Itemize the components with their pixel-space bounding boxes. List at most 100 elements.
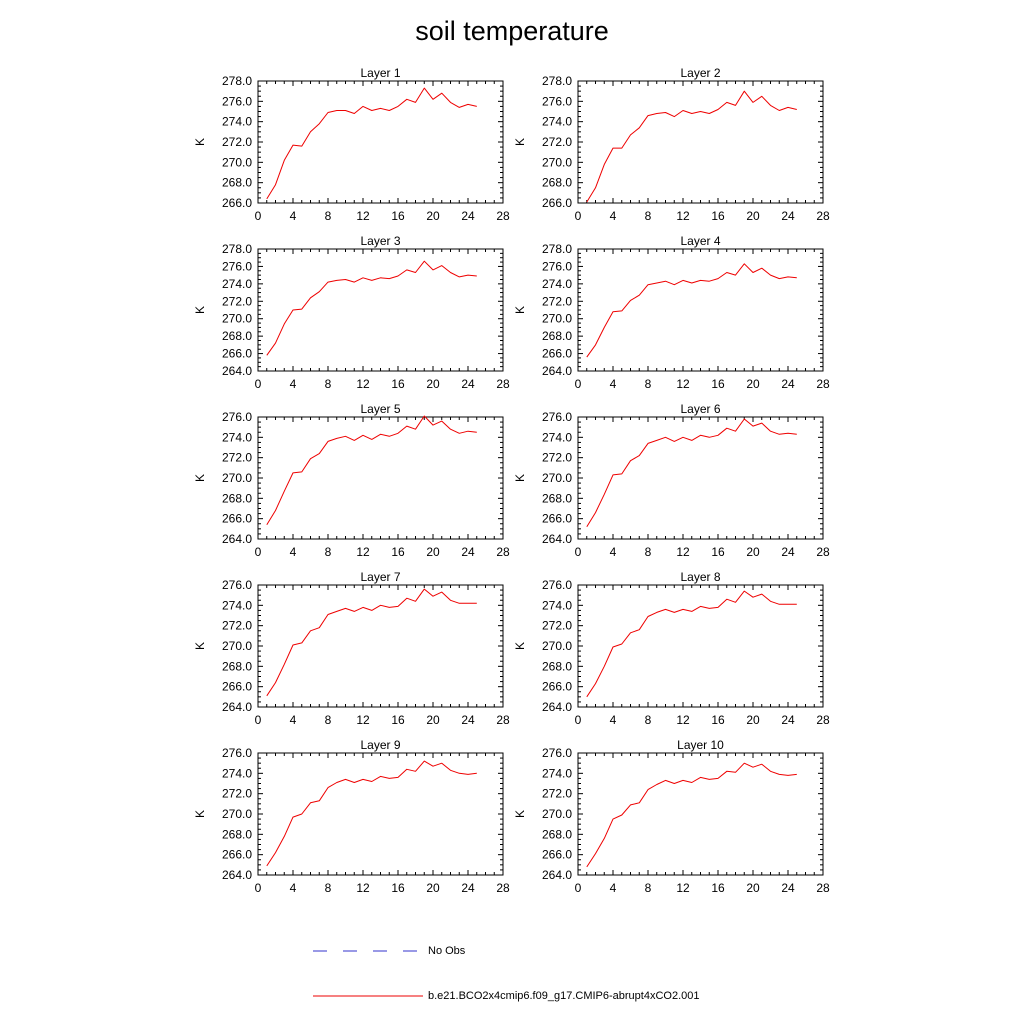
x-tick-label: 24 [461, 209, 475, 223]
y-tick-label: 264.0 [542, 532, 572, 546]
x-tick-label: 8 [645, 881, 652, 895]
y-tick-label: 272.0 [542, 294, 572, 308]
x-tick-label: 20 [426, 377, 440, 391]
x-tick-label: 12 [676, 881, 690, 895]
panel-layer-9: Layer 9 K 0 4 8 12 16 20 24 28 264.0 266.0 268.0 270.… [193, 738, 510, 895]
x-tick-label: 4 [610, 377, 617, 391]
y-tick-label: 274.0 [542, 115, 572, 129]
y-tick-label: 268.0 [222, 491, 252, 505]
series-line-model [266, 260, 477, 356]
y-tick-label: 270.0 [222, 471, 252, 485]
panel-layer-6: Layer 6 K 0 4 8 12 16 20 24 28 264.0 266.0 268.0 270.… [513, 402, 830, 559]
x-tick-label: 28 [496, 545, 510, 559]
x-tick-label: 0 [575, 713, 582, 727]
y-tick-label: 270.0 [542, 639, 572, 653]
y-tick-label: 276.0 [222, 259, 252, 273]
y-tick-label: 276.0 [542, 259, 572, 273]
legend-model-label: b.e21.BCO2x4cmip6.f09_g17.CMIP6-abrupt4x… [428, 990, 700, 1002]
y-axis-label: K [193, 474, 207, 482]
y-tick-label: 266.0 [542, 512, 572, 526]
panel-title: Layer 2 [680, 66, 720, 80]
panel-layer-1: Layer 1 K 0 4 8 12 16 20 24 28 266.0 268.0 270.0 272.… [193, 66, 510, 223]
x-tick-label: 0 [255, 545, 262, 559]
x-tick-label: 16 [711, 377, 725, 391]
x-tick-label: 0 [575, 545, 582, 559]
x-tick-label: 4 [290, 881, 297, 895]
series-line-model [586, 263, 797, 358]
x-tick-label: 4 [290, 377, 297, 391]
x-tick-label: 8 [645, 545, 652, 559]
y-tick-label: 276.0 [222, 94, 252, 108]
legend: No Obs b.e21.BCO2x4cmip6.f09_g17.CMIP6-a… [313, 945, 700, 1002]
x-tick-label: 4 [290, 713, 297, 727]
y-tick-label: 276.0 [542, 578, 572, 592]
x-tick-label: 12 [676, 377, 690, 391]
series-line-model [266, 588, 477, 697]
x-tick-label: 24 [461, 713, 475, 727]
y-tick-label: 264.0 [222, 700, 252, 714]
y-tick-label: 272.0 [222, 787, 252, 801]
y-tick-label: 272.0 [222, 451, 252, 465]
series-line-model [586, 762, 797, 868]
x-tick-label: 20 [746, 545, 760, 559]
y-axis-label: K [513, 810, 527, 818]
x-tick-label: 8 [325, 881, 332, 895]
plot-frame [257, 80, 504, 204]
series-line-model [266, 87, 477, 200]
y-tick-label: 270.0 [222, 807, 252, 821]
x-tick-label: 12 [356, 881, 370, 895]
y-tick-label: 276.0 [542, 94, 572, 108]
panel-title: Layer 3 [360, 234, 400, 248]
y-tick-label: 268.0 [542, 329, 572, 343]
x-tick-label: 12 [356, 713, 370, 727]
y-tick-label: 268.0 [542, 176, 572, 190]
y-tick-label: 272.0 [542, 787, 572, 801]
panel-layer-7: Layer 7 K 0 4 8 12 16 20 24 28 264.0 266.0 268.0 270.… [193, 570, 510, 727]
panel-title: Layer 10 [677, 738, 724, 752]
y-tick-label: 272.0 [222, 294, 252, 308]
y-tick-label: 264.0 [542, 868, 572, 882]
x-tick-label: 24 [461, 545, 475, 559]
panel-title: Layer 4 [680, 234, 720, 248]
x-tick-label: 0 [255, 713, 262, 727]
x-tick-label: 16 [711, 713, 725, 727]
plot-frame [257, 752, 504, 876]
y-tick-label: 268.0 [222, 659, 252, 673]
x-tick-label: 24 [781, 713, 795, 727]
y-tick-label: 274.0 [222, 766, 252, 780]
y-tick-label: 274.0 [542, 430, 572, 444]
x-tick-label: 0 [255, 377, 262, 391]
x-tick-label: 4 [610, 713, 617, 727]
y-axis-label: K [513, 474, 527, 482]
y-tick-label: 274.0 [542, 598, 572, 612]
y-axis-label: K [193, 642, 207, 650]
x-tick-label: 8 [325, 713, 332, 727]
x-tick-label: 28 [816, 713, 830, 727]
y-tick-label: 268.0 [542, 827, 572, 841]
y-tick-label: 274.0 [542, 766, 572, 780]
x-tick-label: 4 [610, 881, 617, 895]
y-tick-label: 268.0 [222, 176, 252, 190]
x-tick-label: 8 [645, 209, 652, 223]
y-tick-label: 264.0 [222, 532, 252, 546]
x-tick-label: 16 [391, 209, 405, 223]
x-tick-label: 12 [676, 713, 690, 727]
x-tick-label: 28 [816, 377, 830, 391]
x-tick-label: 24 [781, 377, 795, 391]
x-tick-label: 20 [746, 881, 760, 895]
y-tick-label: 272.0 [222, 135, 252, 149]
y-tick-label: 278.0 [542, 74, 572, 88]
plot-frame [577, 80, 824, 204]
x-tick-label: 4 [290, 209, 297, 223]
x-tick-label: 16 [711, 209, 725, 223]
panel-title: Layer 9 [360, 738, 400, 752]
series-line-model [266, 760, 477, 867]
x-tick-label: 16 [711, 881, 725, 895]
series-line-model [586, 590, 797, 698]
y-axis-label: K [193, 306, 207, 314]
x-tick-label: 20 [746, 209, 760, 223]
y-tick-label: 266.0 [222, 347, 252, 361]
panel-layer-8: Layer 8 K 0 4 8 12 16 20 24 28 264.0 266.0 268.0 270.… [513, 570, 830, 727]
y-tick-label: 276.0 [542, 746, 572, 760]
